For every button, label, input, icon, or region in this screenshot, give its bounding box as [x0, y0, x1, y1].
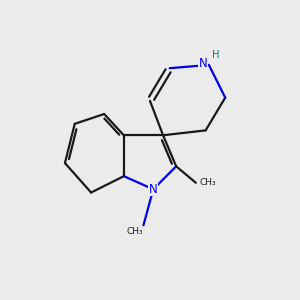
Text: N: N — [149, 183, 158, 196]
Text: CH₃: CH₃ — [127, 226, 144, 236]
Text: CH₃: CH₃ — [200, 178, 217, 187]
Text: H: H — [212, 50, 220, 60]
Text: N: N — [199, 57, 207, 70]
